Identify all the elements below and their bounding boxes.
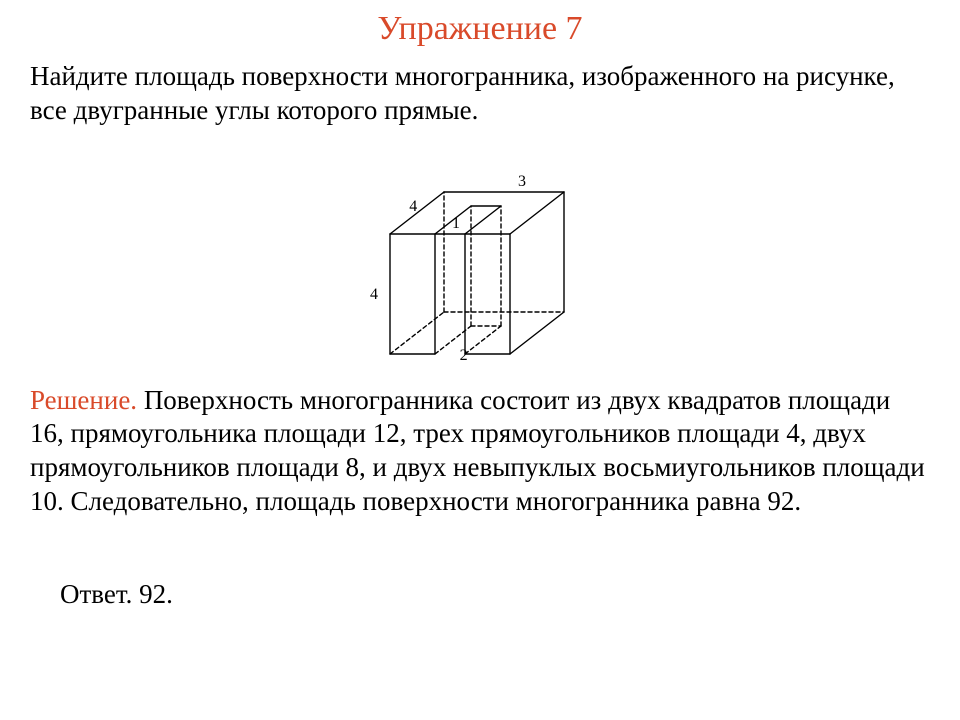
svg-text:4: 4 bbox=[409, 198, 417, 215]
polyhedron-figure: 3 4 1 4 2 bbox=[330, 132, 630, 382]
solution-body: Поверхность многогранника состоит из дву… bbox=[30, 385, 925, 516]
answer-label: Ответ. bbox=[60, 579, 132, 609]
svg-text:2: 2 bbox=[460, 347, 468, 364]
svg-text:4: 4 bbox=[370, 286, 378, 303]
svg-text:1: 1 bbox=[452, 215, 460, 232]
solution-text: Решение. Поверхность многогранника состо… bbox=[0, 384, 960, 519]
exercise-title: Упражнение 7 bbox=[0, 0, 960, 48]
problem-text: Найдите площадь поверхности многогранник… bbox=[0, 48, 960, 128]
answer-value: 92. bbox=[132, 579, 173, 609]
solution-label: Решение. bbox=[30, 385, 137, 415]
svg-text:3: 3 bbox=[518, 173, 526, 190]
answer-text: Ответ. 92. bbox=[30, 579, 960, 610]
figure-container: 3 4 1 4 2 bbox=[0, 132, 960, 382]
